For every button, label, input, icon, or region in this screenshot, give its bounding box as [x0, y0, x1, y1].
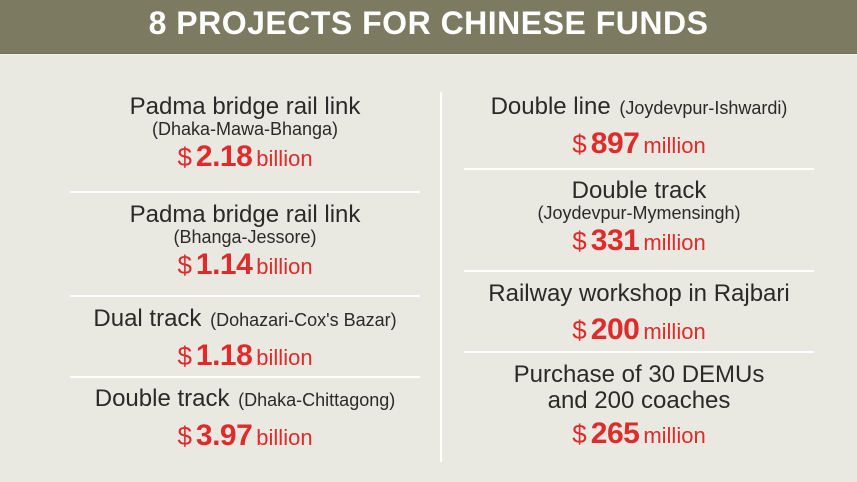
header-divider [0, 54, 857, 55]
project-subtitle: (Dhaka-Mawa-Bhanga) [151, 119, 339, 140]
project-title: Double track [571, 177, 707, 204]
column-divider [440, 92, 442, 462]
currency-symbol: $ [177, 341, 192, 372]
project-amount: $ 2.18 billion [177, 140, 312, 173]
amount-value: 3.97 [195, 419, 253, 453]
project-title-note: (Dohazari-Cox's Bazar) [210, 310, 397, 330]
section-divider [464, 168, 814, 170]
amount-unit: billion [256, 345, 313, 371]
amount-unit: billion [256, 254, 313, 280]
project-title: Purchase of 30 DEMUs [513, 361, 765, 388]
amount-value: 897 [590, 127, 640, 161]
project-card-joydevpur-ishwardi: Double line (Joydevpur-Ishwardi) $ 897 m… [464, 93, 814, 160]
project-card-demus-coaches: Purchase of 30 DEMUs and 200 coaches $ 2… [464, 361, 814, 450]
project-title-note: (Joydevpur-Ishwardi) [619, 98, 788, 118]
currency-symbol: $ [572, 418, 587, 449]
project-amount: $ 200 million [572, 313, 705, 346]
page-title: 8 PROJECTS FOR CHINESE FUNDS [148, 5, 709, 41]
project-title: Dual track (Dohazari-Cox's Bazar) [70, 305, 420, 332]
amount-unit: billion [256, 425, 313, 451]
project-amount: $ 897 million [572, 127, 705, 160]
amount-value: 265 [590, 416, 640, 450]
amount-value: 1.18 [195, 339, 253, 373]
project-card-dual-track: Dual track (Dohazari-Cox's Bazar) $ 1.18… [70, 305, 420, 372]
amount-unit: billion [256, 146, 313, 172]
project-subtitle: (Bhanga-Jessore) [173, 227, 317, 248]
section-divider [70, 376, 420, 378]
project-title-main: Double track [94, 385, 230, 412]
currency-symbol: $ [572, 226, 587, 257]
project-card-padma-dhaka-bhanga: Padma bridge rail link (Dhaka-Mawa-Bhang… [70, 93, 420, 173]
project-title-line-2: and 200 coaches [547, 387, 731, 415]
amount-unit: million [643, 230, 706, 256]
project-card-dhaka-chittagong: Double track (Dhaka-Chittagong) $ 3.97 b… [70, 385, 420, 452]
project-amount: $ 331 million [572, 224, 705, 257]
project-subtitle: (Joydevpur-Mymensingh) [537, 203, 741, 224]
amount-value: 2.18 [195, 140, 253, 174]
project-card-joydevpur-mymensingh: Double track (Joydevpur-Mymensingh) $ 33… [464, 177, 814, 257]
project-amount: $ 3.97 billion [177, 419, 312, 452]
amount-value: 331 [590, 224, 640, 258]
section-divider [70, 191, 420, 193]
amount-unit: million [643, 422, 706, 448]
project-amount: $ 265 million [572, 417, 705, 450]
currency-symbol: $ [177, 250, 192, 281]
amount-unit: million [643, 133, 706, 159]
project-title: Padma bridge rail link [129, 93, 361, 120]
project-amount: $ 1.14 billion [177, 248, 312, 281]
project-title: Double line (Joydevpur-Ishwardi) [464, 93, 814, 120]
project-title: Railway workshop in Rajbari [488, 280, 790, 307]
section-divider [464, 351, 814, 353]
project-title-main: Dual track [93, 305, 202, 332]
section-divider [464, 270, 814, 272]
currency-symbol: $ [572, 129, 587, 160]
project-title-note: (Dhaka-Chittagong) [238, 390, 396, 410]
currency-symbol: $ [177, 142, 192, 173]
amount-value: 200 [590, 313, 640, 347]
project-title: Padma bridge rail link [129, 201, 361, 228]
project-amount: $ 1.18 billion [177, 339, 312, 372]
section-divider [70, 295, 420, 297]
amount-unit: million [643, 319, 706, 345]
project-card-padma-bhanga-jessore: Padma bridge rail link (Bhanga-Jessore) … [70, 201, 420, 281]
currency-symbol: $ [572, 315, 587, 346]
project-title-main: Double line [490, 93, 611, 120]
header-banner: 8 PROJECTS FOR CHINESE FUNDS [0, 0, 857, 54]
currency-symbol: $ [177, 421, 192, 452]
project-title: Double track (Dhaka-Chittagong) [70, 385, 420, 412]
project-card-rajbari-workshop: Railway workshop in Rajbari $ 200 millio… [464, 280, 814, 346]
amount-value: 1.14 [195, 248, 253, 282]
